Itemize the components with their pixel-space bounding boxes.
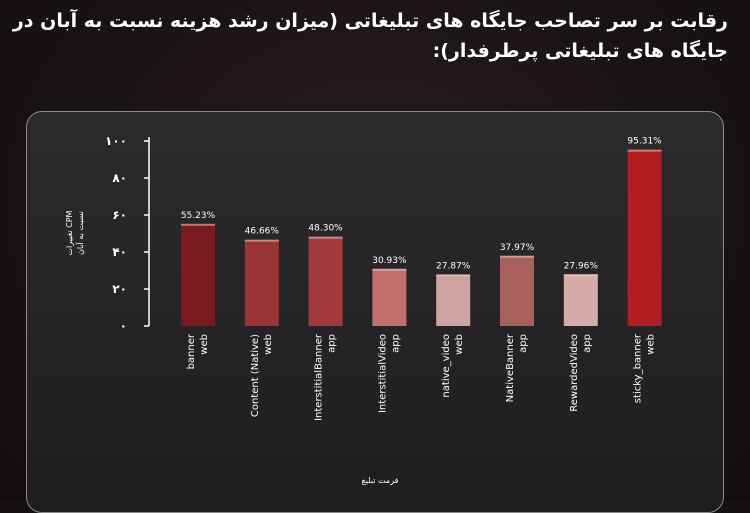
x-tick-label-line: web [263, 334, 274, 355]
data-label: 48.30% [308, 224, 343, 234]
y-axis-title: تغییرات CPM نسبت به آبان [65, 210, 85, 255]
x-axis-title: فرمت تبلیغ [362, 476, 399, 485]
x-tick-label: InterstitialVideo app [377, 334, 401, 413]
x-tick-label: sticky_banner web [633, 333, 657, 403]
bar [436, 274, 471, 326]
bar [627, 149, 662, 326]
x-tick-label-line: native_video [441, 334, 452, 398]
y-tick-label: ۴۰ [112, 245, 127, 259]
y-axis-title-line: نسبت به آبان [75, 211, 85, 255]
y-tick-label: ۶۰ [112, 208, 127, 222]
x-tick-label-line: RewardedVideo [569, 334, 580, 412]
bar [181, 223, 215, 326]
x-tick-label: InterstitialBanner app [314, 333, 338, 421]
x-tick-label-line: sticky_banner [633, 333, 644, 403]
bar-top-highlight [372, 268, 407, 271]
data-label: 27.87% [436, 261, 471, 271]
bar-top-highlight [500, 255, 534, 258]
bar-top-highlight [244, 239, 279, 242]
y-tick-label: ۸۰ [112, 171, 127, 185]
x-tick-label: Content (Native) web [250, 334, 274, 417]
data-label: 46.66% [245, 227, 280, 237]
data-label: 95.31% [627, 137, 662, 147]
bar-top-highlight [181, 223, 215, 226]
data-label: 30.93% [372, 256, 407, 266]
data-label: 27.96% [564, 261, 599, 271]
y-tick-label: ۰ [120, 319, 127, 333]
x-tick-label-line: app [582, 334, 593, 353]
bar [244, 239, 279, 326]
x-tick-label: native_video web [441, 334, 465, 398]
x-tick-label-line: InterstitialBanner [314, 333, 325, 421]
data-label: 55.23% [181, 211, 216, 221]
x-tick-label: banner web [186, 333, 210, 369]
bar-top-highlight [308, 236, 343, 239]
x-tick-label-line: web [454, 334, 465, 355]
x-tick-label-line: web [199, 334, 210, 355]
bar-chart: ۰ ۲۰ ۴۰ ۶۰ ۸۰ ۱۰۰ تغییرات CPM نسبت به آبان 55.23… [65, 134, 662, 485]
bar [563, 274, 598, 326]
y-tick-label: ۱۰۰ [105, 134, 127, 148]
x-tick-label: NativeBanner app [505, 333, 529, 402]
x-tick-label-line: web [646, 334, 657, 355]
x-tick-label-line: app [518, 334, 529, 353]
y-axis-title-line: تغییرات CPM [65, 210, 74, 255]
bar-top-highlight [436, 274, 471, 277]
data-label: 37.97% [500, 243, 535, 253]
x-tick-label-line: NativeBanner [505, 333, 516, 402]
x-tick-label-line: app [390, 334, 401, 353]
y-tick-label: ۲۰ [112, 282, 127, 296]
bar [500, 255, 534, 326]
chart-title: رقابت بر سر تصاحب جایگاه های تبلیغاتی (م… [12, 10, 728, 62]
x-tick-label-line: app [327, 334, 338, 353]
x-tick-label: RewardedVideo app [569, 334, 593, 412]
x-tick-label-line: banner [186, 333, 197, 369]
bar [372, 268, 407, 326]
x-tick-label-line: Content (Native) [250, 334, 261, 417]
bar-top-highlight [563, 274, 598, 277]
bar-top-highlight [627, 149, 662, 152]
x-tick-label-line: InterstitialVideo [377, 334, 388, 413]
bar [308, 236, 343, 326]
